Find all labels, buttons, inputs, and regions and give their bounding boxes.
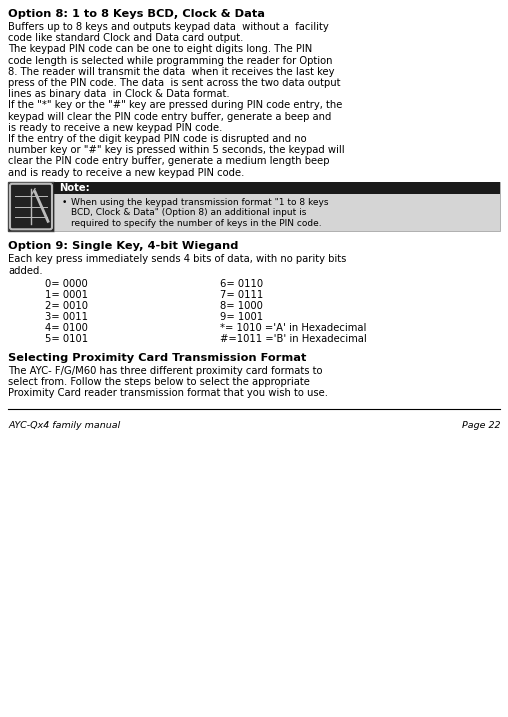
Text: code length is selected while programming the reader for Option: code length is selected while programmin… — [8, 56, 333, 65]
Text: 9= 1001: 9= 1001 — [220, 312, 263, 322]
Text: #=1011 ='B' in Hexadecimal: #=1011 ='B' in Hexadecimal — [220, 333, 367, 343]
Text: required to specify the number of keys in the PIN code.: required to specify the number of keys i… — [71, 219, 322, 228]
Text: Buffers up to 8 keys and outputs keypad data  without a  facility: Buffers up to 8 keys and outputs keypad … — [8, 22, 329, 32]
Text: is ready to receive a new keypad PIN code.: is ready to receive a new keypad PIN cod… — [8, 123, 223, 133]
Text: When using the keypad transmission format "1 to 8 keys: When using the keypad transmission forma… — [71, 198, 329, 206]
Text: BCD, Clock & Data" (Option 8) an additional input is: BCD, Clock & Data" (Option 8) an additio… — [71, 209, 306, 217]
Text: Selecting Proximity Card Transmission Format: Selecting Proximity Card Transmission Fo… — [8, 353, 306, 363]
Text: Proximity Card reader transmission format that you wish to use.: Proximity Card reader transmission forma… — [8, 388, 328, 398]
Text: Note:: Note: — [59, 184, 90, 194]
Text: 8. The reader will transmit the data  when it receives the last key: 8. The reader will transmit the data whe… — [8, 67, 334, 77]
FancyBboxPatch shape — [8, 182, 54, 232]
Text: added.: added. — [8, 265, 43, 275]
Text: If the entry of the digit keypad PIN code is disrupted and no: If the entry of the digit keypad PIN cod… — [8, 134, 307, 144]
Text: The AYC- F/G/M60 has three different proximity card formats to: The AYC- F/G/M60 has three different pro… — [8, 366, 323, 376]
Text: lines as binary data  in Clock & Data format.: lines as binary data in Clock & Data for… — [8, 89, 230, 99]
Text: clear the PIN code entry buffer, generate a medium length beep: clear the PIN code entry buffer, generat… — [8, 156, 330, 166]
Text: press of the PIN code. The data  is sent across the two data output: press of the PIN code. The data is sent … — [8, 78, 340, 88]
Text: 4= 0100: 4= 0100 — [45, 323, 88, 333]
Text: 0= 0000: 0= 0000 — [45, 279, 88, 289]
Text: Each key press immediately sends 4 bits of data, with no parity bits: Each key press immediately sends 4 bits … — [8, 255, 346, 265]
Text: select from. Follow the steps below to select the appropriate: select from. Follow the steps below to s… — [8, 377, 310, 387]
Text: If the "*" key or the "#" key are pressed during PIN code entry, the: If the "*" key or the "#" key are presse… — [8, 100, 342, 110]
Text: and is ready to receive a new keypad PIN code.: and is ready to receive a new keypad PIN… — [8, 168, 244, 178]
Text: 8= 1000: 8= 1000 — [220, 300, 263, 310]
Text: keypad will clear the PIN code entry buffer, generate a beep and: keypad will clear the PIN code entry buf… — [8, 112, 331, 122]
Text: Option 9: Single Key, 4-bit Wiegand: Option 9: Single Key, 4-bit Wiegand — [8, 242, 238, 251]
Text: number key or "#" key is pressed within 5 seconds, the keypad will: number key or "#" key is pressed within … — [8, 146, 344, 155]
Text: 7= 0111: 7= 0111 — [220, 290, 263, 300]
FancyBboxPatch shape — [54, 182, 500, 232]
Text: 1= 0001: 1= 0001 — [45, 290, 88, 300]
Text: •: • — [62, 198, 68, 206]
Text: AYC-Qx4 family manual: AYC-Qx4 family manual — [8, 422, 120, 430]
Text: 5= 0101: 5= 0101 — [45, 333, 88, 343]
Text: *= 1010 ='A' in Hexadecimal: *= 1010 ='A' in Hexadecimal — [220, 323, 366, 333]
Text: code like standard Clock and Data card output.: code like standard Clock and Data card o… — [8, 33, 243, 43]
Text: The keypad PIN code can be one to eight digits long. The PIN: The keypad PIN code can be one to eight … — [8, 44, 312, 54]
Text: 6= 0110: 6= 0110 — [220, 279, 263, 289]
FancyBboxPatch shape — [54, 182, 500, 194]
Text: 3= 0011: 3= 0011 — [45, 312, 88, 322]
Text: 2= 0010: 2= 0010 — [45, 300, 88, 310]
Text: Option 8: 1 to 8 Keys BCD, Clock & Data: Option 8: 1 to 8 Keys BCD, Clock & Data — [8, 9, 265, 19]
Text: Page 22: Page 22 — [461, 422, 500, 430]
